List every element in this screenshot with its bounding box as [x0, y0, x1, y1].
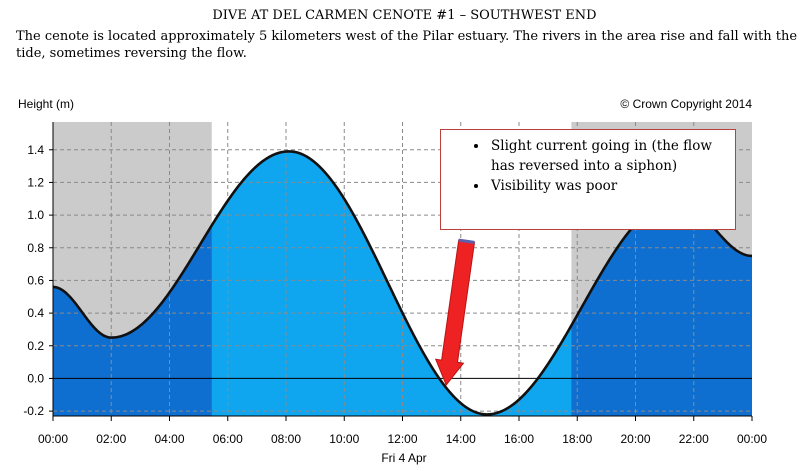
- date-label: Fri 4 Apr: [381, 451, 426, 465]
- x-tick-label: 06:00: [213, 432, 243, 446]
- arrow-tail-cap: [458, 238, 475, 244]
- y-tick-label: 0.6: [27, 273, 44, 287]
- x-tick-label: 08:00: [271, 432, 301, 446]
- y-axis-label: Height (m): [18, 97, 74, 111]
- y-tick-label: 1.4: [27, 143, 44, 157]
- x-tick-label: 00:00: [737, 432, 767, 446]
- annotation-box: Slight current going in (the flow has re…: [440, 129, 736, 230]
- x-tick-label: 04:00: [154, 432, 184, 446]
- x-tick-label: 00:00: [38, 432, 68, 446]
- chart-title: DIVE AT DEL CARMEN CENOTE #1 – SOUTHWEST…: [212, 8, 597, 23]
- annotation-bullet: Visibility was poor: [489, 176, 735, 196]
- y-tick-label: 0.0: [27, 371, 44, 385]
- chart-description: The cenote is located approximately 5 ki…: [16, 29, 798, 61]
- y-tick-label: 1.0: [27, 208, 44, 222]
- x-tick-label: 20:00: [620, 432, 650, 446]
- y-tick-label: 0.4: [27, 306, 44, 320]
- x-tick-label: 18:00: [562, 432, 592, 446]
- x-tick-label: 02:00: [96, 432, 126, 446]
- x-tick-label: 12:00: [387, 432, 417, 446]
- y-tick-label: 0.2: [27, 339, 44, 353]
- x-tick-label: 16:00: [504, 432, 534, 446]
- y-tick-label: 0.8: [27, 241, 44, 255]
- y-tick-label: -0.2: [23, 404, 44, 418]
- y-tick-label: 1.2: [27, 175, 44, 189]
- copyright-label: © Crown Copyright 2014: [620, 97, 752, 111]
- x-tick-label: 10:00: [329, 432, 359, 446]
- x-tick-label: 22:00: [679, 432, 709, 446]
- annotation-arrow: [434, 239, 476, 386]
- x-tick-label: 14:00: [446, 432, 476, 446]
- annotation-bullet: Slight current going in (the flow has re…: [489, 136, 735, 176]
